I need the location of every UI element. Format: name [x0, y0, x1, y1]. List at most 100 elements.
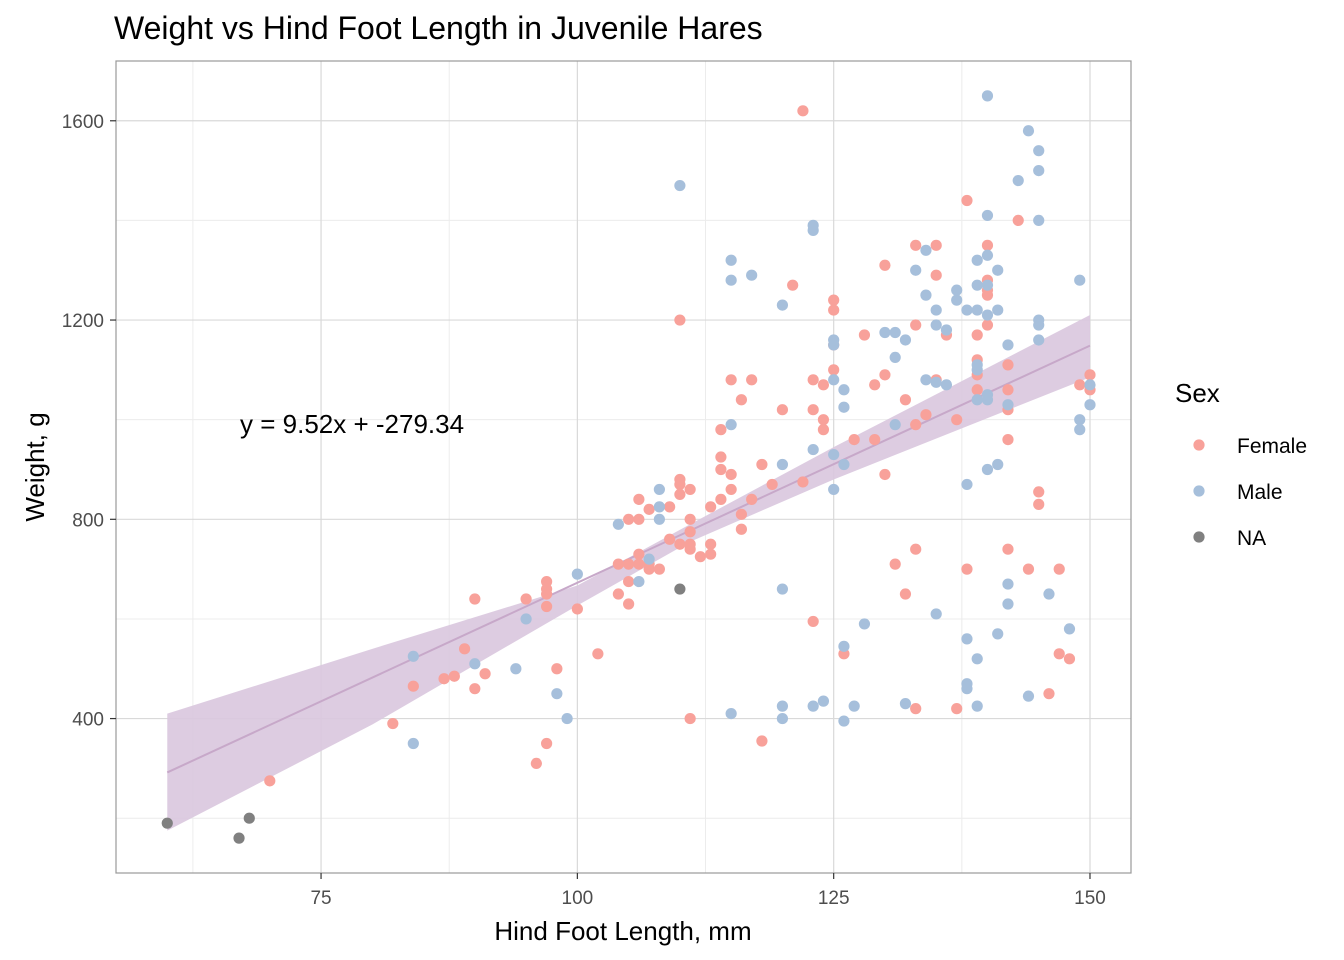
point-female: [541, 600, 553, 613]
point-female: [387, 717, 399, 730]
point-male: [981, 279, 994, 291]
point-female: [797, 105, 809, 117]
point-female: [981, 319, 994, 331]
point-male: [920, 244, 932, 256]
point-female: [541, 737, 553, 750]
point-male: [981, 309, 994, 321]
point-female: [725, 374, 737, 386]
point-male: [910, 264, 922, 276]
point-female: [756, 735, 768, 747]
point-male: [725, 274, 737, 286]
x-tick-label: 125: [818, 888, 850, 909]
point-female: [746, 493, 758, 505]
point-female: [899, 394, 912, 406]
point-female: [858, 329, 871, 341]
point-male: [643, 553, 655, 565]
point-female: [705, 548, 717, 560]
point-male: [971, 653, 983, 665]
point-male: [407, 737, 419, 750]
point-female: [1012, 214, 1024, 227]
y-axis-title: Weight, g: [20, 412, 50, 521]
point-female: [592, 648, 604, 660]
point-male: [1012, 174, 1024, 187]
point-male: [930, 304, 942, 316]
point-female: [1033, 498, 1045, 510]
point-male: [746, 269, 758, 281]
point-male: [776, 712, 789, 725]
point-female: [971, 329, 983, 341]
point-female: [951, 703, 963, 715]
point-male: [992, 458, 1004, 471]
point-female: [930, 269, 942, 281]
point-female: [694, 551, 706, 563]
point-male: [653, 483, 665, 496]
point-female: [797, 476, 809, 488]
point-female: [715, 493, 727, 505]
x-tick-label: 100: [562, 888, 594, 909]
point-female: [787, 279, 799, 291]
point-female: [879, 468, 891, 481]
point-female: [684, 483, 696, 496]
point-female: [910, 419, 922, 431]
point-male: [971, 304, 983, 316]
point-female: [407, 680, 419, 692]
point-female: [910, 703, 922, 715]
point-female: [1002, 384, 1014, 396]
point-male: [889, 326, 901, 339]
point-male: [1074, 414, 1086, 426]
point-female: [828, 304, 840, 316]
point-female: [705, 501, 717, 513]
legend-entries: Female Male NA: [1193, 435, 1307, 550]
point-female: [623, 598, 635, 610]
regression-equation-label: y = 9.52x + -279.34: [240, 409, 464, 439]
point-male: [1033, 214, 1045, 227]
point-female: [910, 543, 922, 555]
point-male: [776, 583, 789, 595]
point-male: [838, 640, 850, 652]
point-female: [674, 473, 686, 486]
x-axis-title: Hind Foot Length, mm: [494, 916, 751, 946]
point-female: [1022, 563, 1035, 575]
point-female: [807, 404, 819, 416]
point-female: [869, 379, 881, 391]
point-female: [1074, 379, 1086, 391]
point-female: [879, 369, 891, 381]
point-male: [1033, 145, 1045, 157]
y-tick-label: 1600: [62, 112, 104, 133]
point-female: [1043, 688, 1055, 700]
data-points: [161, 90, 1096, 844]
point-male: [776, 458, 789, 471]
point-female: [264, 775, 276, 787]
point-female: [633, 513, 645, 525]
point-female: [1033, 486, 1045, 498]
point-female: [807, 615, 819, 628]
point-na: [674, 583, 686, 595]
point-female: [705, 538, 717, 550]
point-male: [858, 618, 871, 630]
x-tick-label: 150: [1074, 888, 1106, 909]
y-tick-label: 800: [72, 510, 104, 531]
point-male: [838, 401, 850, 413]
point-male: [725, 254, 737, 266]
point-male: [1074, 424, 1086, 436]
point-male: [1002, 578, 1014, 590]
legend-label-female: Female: [1237, 435, 1307, 458]
point-male: [828, 483, 840, 496]
point-male: [899, 334, 912, 346]
point-female: [684, 712, 696, 725]
point-female: [766, 478, 778, 491]
point-female: [448, 670, 460, 682]
point-female: [1002, 434, 1014, 446]
point-female: [756, 458, 768, 471]
confidence-band: [167, 315, 1090, 831]
legend-label-na: NA: [1237, 527, 1266, 550]
point-female: [869, 434, 881, 446]
point-female: [961, 563, 973, 575]
point-female: [612, 588, 624, 600]
point-male: [674, 179, 686, 192]
point-female: [479, 668, 491, 680]
point-female: [1002, 359, 1014, 371]
point-male: [1074, 274, 1086, 286]
point-female: [735, 394, 748, 406]
